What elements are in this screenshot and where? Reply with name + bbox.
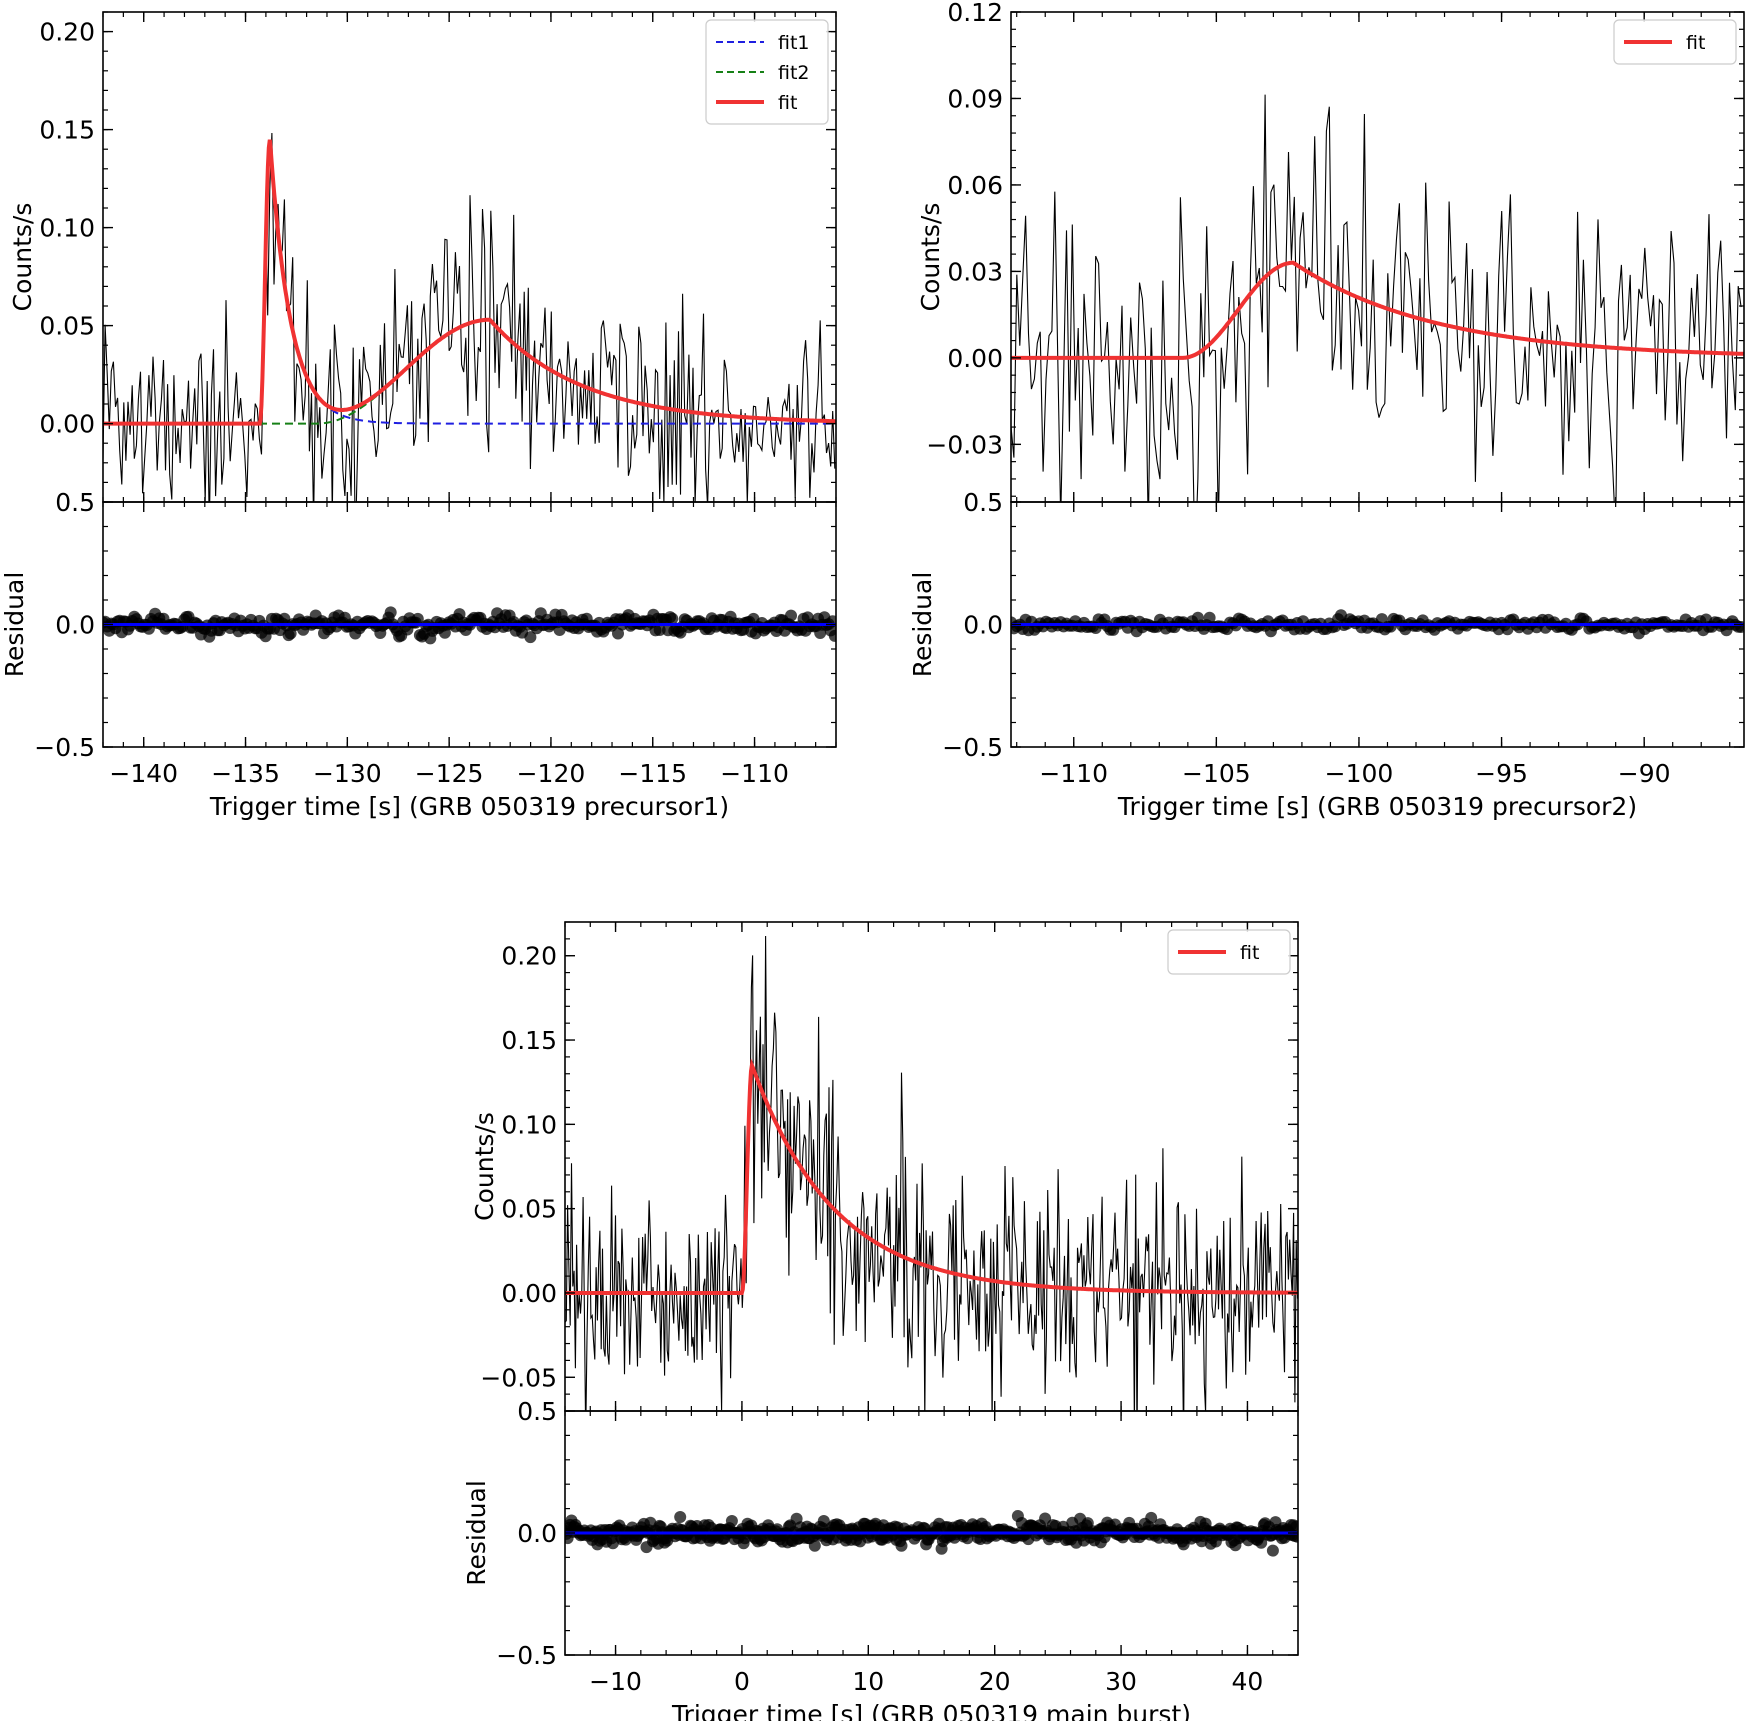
x-tick-label: −120 (517, 759, 586, 788)
residual-point (828, 629, 836, 642)
legend-box (1167, 929, 1291, 975)
y-axis-label: Counts/s (916, 203, 945, 312)
light-curve-line (1011, 94, 1742, 502)
x-tick-label: 40 (1232, 1667, 1264, 1696)
residual-point (384, 606, 397, 619)
residual-point (1266, 1544, 1279, 1557)
x-tick-label: 0 (734, 1667, 750, 1696)
x-tick-label: 10 (852, 1667, 884, 1696)
x-tick-label: −90 (1618, 759, 1671, 788)
y-tick-label: 0.10 (501, 1110, 557, 1139)
x-tick-label: −110 (720, 759, 789, 788)
top-axes-frame (1010, 11, 1745, 503)
x-axis-label: Trigger time [s] (GRB 050319 main burst) (671, 1700, 1191, 1721)
x-tick-label: −140 (109, 759, 178, 788)
y-tick-label: 0.05 (501, 1195, 557, 1224)
legend-label-fit1: fit1 (778, 32, 810, 54)
residual-tick-label: 0.0 (517, 1519, 557, 1548)
panel-2: −110 −105 −100 −95 −90 −0.03 0.00 0.03 0.06 0.09 0… (908, 0, 1745, 821)
residual-point (612, 627, 624, 640)
y-tick-label: 0.00 (501, 1279, 557, 1308)
y-tick-label: 0.00 (39, 410, 95, 439)
light-curve-group (103, 132, 836, 502)
x-tick-label: 30 (1105, 1667, 1137, 1696)
light-curve-group (1011, 94, 1744, 502)
fit-total-line (565, 1058, 1298, 1295)
fit-total-line (1011, 260, 1744, 360)
residual-tick-label: 0.5 (55, 488, 95, 517)
legend: fit (1613, 19, 1737, 65)
legend: fit1 fit2 fit (705, 19, 829, 125)
residual-point (725, 1515, 738, 1527)
residual-axis-label: Residual (0, 572, 29, 678)
legend: fit (1167, 929, 1291, 975)
x-tick-label: −115 (618, 759, 687, 788)
x-tick-label: −130 (313, 759, 382, 788)
y-tick-label: 0.15 (39, 116, 95, 145)
light-curve-line (103, 132, 836, 502)
y-tick-label: 0.12 (947, 0, 1003, 27)
x-axis-label: Trigger time [s] (GRB 050319 precursor2) (1117, 792, 1637, 821)
y-tick-label: 0.10 (39, 214, 95, 243)
y-tick-label: 0.09 (947, 84, 1003, 113)
legend-box (1613, 19, 1737, 65)
x-tick-label: −110 (1039, 759, 1108, 788)
panel-3: −10 0 10 20 30 40 −0.05 0.00 0.05 0.10 0.15 0.20 −0.… (462, 921, 1299, 1721)
residual-tick-label: −0.5 (496, 1641, 557, 1670)
x-tick-label: −135 (211, 759, 280, 788)
y-axis-label: Counts/s (8, 203, 37, 312)
panel-1: −140 −135 −130 −125 −120 −115 −110 0.00 0.05 0.10… (0, 11, 837, 821)
x-tick-label: −105 (1182, 759, 1251, 788)
y-tick-label: −0.05 (480, 1363, 557, 1392)
residual-tick-label: 0.5 (517, 1397, 557, 1426)
y-axis-label: Counts/s (470, 1112, 499, 1221)
x-tick-label: 20 (979, 1667, 1011, 1696)
legend-box (705, 19, 829, 125)
y-tick-label: 0.15 (501, 1026, 557, 1055)
x-tick-label: −100 (1325, 759, 1394, 788)
residual-tick-label: 0.5 (963, 488, 1003, 517)
y-tick-label: 0.20 (501, 942, 557, 971)
y-tick-label: 0.05 (39, 312, 95, 341)
x-axis-label: Trigger time [s] (GRB 050319 precursor1) (209, 792, 729, 821)
residual-point (1145, 1511, 1158, 1524)
y-tick-label: 0.06 (947, 171, 1003, 200)
legend-label-fit: fit (1686, 32, 1705, 54)
residual-point (674, 1511, 687, 1523)
residual-point (524, 631, 537, 644)
residual-point (1039, 1512, 1052, 1525)
y-tick-label: 0.03 (947, 257, 1003, 286)
y-tick-label: 0.20 (39, 18, 95, 47)
residual-point (895, 1539, 908, 1552)
fit-total-line (103, 139, 836, 426)
residual-tick-label: 0.0 (963, 611, 1003, 640)
x-tick-label: −10 (589, 1667, 642, 1696)
legend-label-fit2: fit2 (778, 62, 810, 84)
y-tick-label: −0.03 (926, 430, 1003, 459)
residual-point (1203, 611, 1216, 624)
residual-tick-label: 0.0 (55, 611, 95, 640)
y-tick-label: 0.00 (947, 344, 1003, 373)
x-tick-label: −125 (415, 759, 484, 788)
residual-point (1735, 621, 1744, 633)
residual-point (808, 1539, 821, 1552)
residual-point (411, 612, 424, 625)
light-curve-group (565, 935, 1298, 1411)
legend-label-fit: fit (1240, 942, 1259, 964)
residual-tick-label: −0.5 (942, 733, 1003, 762)
residual-point (666, 612, 679, 625)
residual-points (103, 606, 836, 645)
x-tick-label: −95 (1475, 759, 1528, 788)
residual-point (1290, 1520, 1298, 1533)
residual-tick-label: −0.5 (34, 733, 95, 762)
legend-label-fit: fit (778, 92, 797, 114)
top-axes-frame (564, 921, 1299, 1412)
residual-axis-label: Residual (462, 1480, 491, 1586)
light-curve-line (565, 935, 1298, 1411)
residual-axis-label: Residual (908, 572, 937, 678)
residual-point (785, 609, 797, 622)
